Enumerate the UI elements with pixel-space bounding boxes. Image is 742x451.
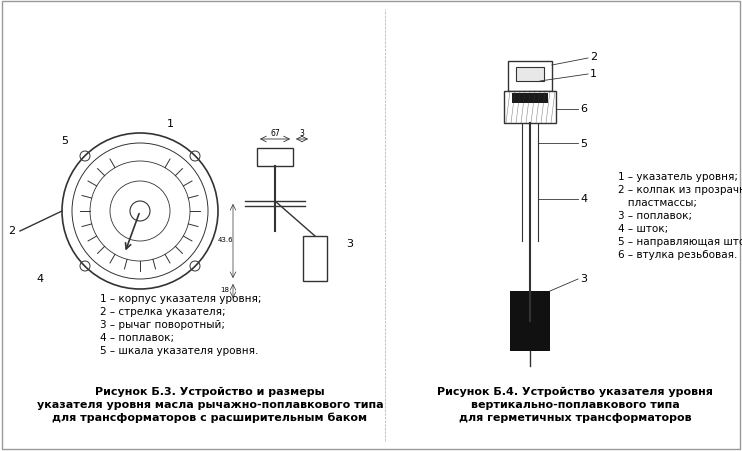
Text: 3: 3 bbox=[580, 273, 587, 283]
Text: 3 – поплавок;: 3 – поплавок; bbox=[618, 211, 692, 221]
Text: 43.6: 43.6 bbox=[217, 236, 233, 243]
FancyBboxPatch shape bbox=[508, 62, 552, 92]
Text: 4: 4 bbox=[580, 193, 587, 203]
Text: пластмассы;: пластмассы; bbox=[618, 198, 697, 207]
Text: 3: 3 bbox=[300, 129, 304, 138]
Text: 2: 2 bbox=[590, 52, 597, 62]
Text: 1 – корпус указателя уровня;: 1 – корпус указателя уровня; bbox=[100, 293, 261, 304]
Text: 1 – указатель уровня;: 1 – указатель уровня; bbox=[618, 172, 738, 182]
FancyBboxPatch shape bbox=[516, 68, 544, 82]
Text: 4 – поплавок;: 4 – поплавок; bbox=[100, 332, 174, 342]
Text: для герметичных трансформаторов: для герметичных трансформаторов bbox=[459, 412, 692, 422]
Text: указателя уровня масла рычажно-поплавкового типа: указателя уровня масла рычажно-поплавков… bbox=[36, 399, 384, 409]
FancyBboxPatch shape bbox=[512, 94, 548, 104]
Text: 3: 3 bbox=[347, 239, 353, 249]
FancyBboxPatch shape bbox=[504, 92, 556, 124]
Text: вертикально-поплавкового типа: вертикально-поплавкового типа bbox=[470, 399, 680, 409]
Text: 4: 4 bbox=[36, 273, 44, 283]
Text: для трансформаторов с расширительным баком: для трансформаторов с расширительным бак… bbox=[53, 412, 367, 423]
Text: 3 – рычаг поворотный;: 3 – рычаг поворотный; bbox=[100, 319, 225, 329]
Text: 6: 6 bbox=[580, 104, 587, 114]
Text: Рисунок Б.4. Устройство указателя уровня: Рисунок Б.4. Устройство указателя уровня bbox=[437, 386, 713, 396]
Text: 4 – шток;: 4 – шток; bbox=[618, 224, 669, 234]
Text: 5: 5 bbox=[62, 136, 68, 146]
Text: 18: 18 bbox=[220, 286, 229, 292]
FancyBboxPatch shape bbox=[303, 236, 327, 281]
Text: 5: 5 bbox=[580, 139, 587, 149]
Text: 1: 1 bbox=[166, 119, 174, 129]
Text: 2 – колпак из прозрачной: 2 – колпак из прозрачной bbox=[618, 184, 742, 194]
Text: 2 – стрелка указателя;: 2 – стрелка указателя; bbox=[100, 306, 226, 316]
Text: Рисунок Б.3. Устройство и размеры: Рисунок Б.3. Устройство и размеры bbox=[95, 386, 325, 396]
Text: 5 – шкала указателя уровня.: 5 – шкала указателя уровня. bbox=[100, 345, 258, 355]
Text: 5 – направляющая штока;: 5 – направляющая штока; bbox=[618, 236, 742, 246]
Text: 6 – втулка резьбовая.: 6 – втулка резьбовая. bbox=[618, 249, 738, 259]
FancyBboxPatch shape bbox=[257, 149, 293, 166]
Text: 67: 67 bbox=[270, 129, 280, 138]
FancyBboxPatch shape bbox=[510, 291, 550, 351]
Text: 1: 1 bbox=[590, 69, 597, 79]
Text: 2: 2 bbox=[8, 226, 16, 235]
